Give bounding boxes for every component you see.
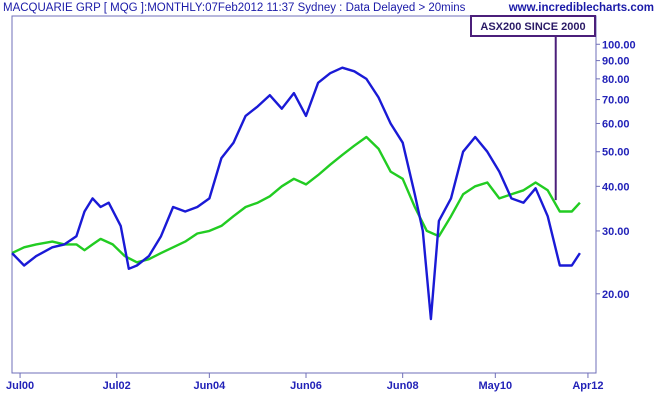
x-tick-label: Jul00 — [6, 380, 34, 392]
x-tick-label: Jun06 — [290, 380, 322, 392]
watermark-link[interactable]: www.incrediblecharts.com — [508, 2, 654, 14]
y-tick-label: 90.00 — [602, 56, 630, 68]
x-tick-label: Jul02 — [103, 380, 131, 392]
x-tick-label: Jun08 — [387, 380, 419, 392]
y-axis: 100.00 90.00 80.00 70.00 60.00 50.00 40.00 30.0… — [596, 39, 636, 301]
series-layer — [11, 66, 581, 321]
plot-frame — [11, 15, 597, 374]
y-tick-label: 20.00 — [602, 289, 630, 301]
y-tick-label: 40.00 — [602, 181, 630, 193]
series-line-0 — [11, 66, 581, 321]
y-tick-label: 50.00 — [602, 147, 630, 159]
chart-title: MACQUARIE GRP [ MQG ]:MONTHLY:07Feb2012 … — [3, 2, 466, 14]
annotation-layer: ASX200 SINCE 2000 — [470, 15, 596, 201]
x-tick-label: Apr12 — [572, 380, 603, 392]
y-tick-label: 30.00 — [602, 226, 630, 238]
series-line-1 — [11, 135, 581, 264]
annotation-label: ASX200 SINCE 2000 — [480, 21, 585, 33]
y-tick-label: 100.00 — [602, 39, 636, 51]
annotation-box — [470, 15, 596, 37]
y-tick-label: 80.00 — [602, 74, 630, 86]
y-tick-label: 60.00 — [602, 118, 630, 130]
y-tick-label: 70.00 — [602, 95, 630, 107]
x-axis: Jul00 Jul02 Jun04 Jun06 Jun08 May10 Apr12 — [6, 373, 604, 392]
x-tick-label: May10 — [478, 380, 512, 392]
x-tick-label: Jun04 — [193, 380, 226, 392]
